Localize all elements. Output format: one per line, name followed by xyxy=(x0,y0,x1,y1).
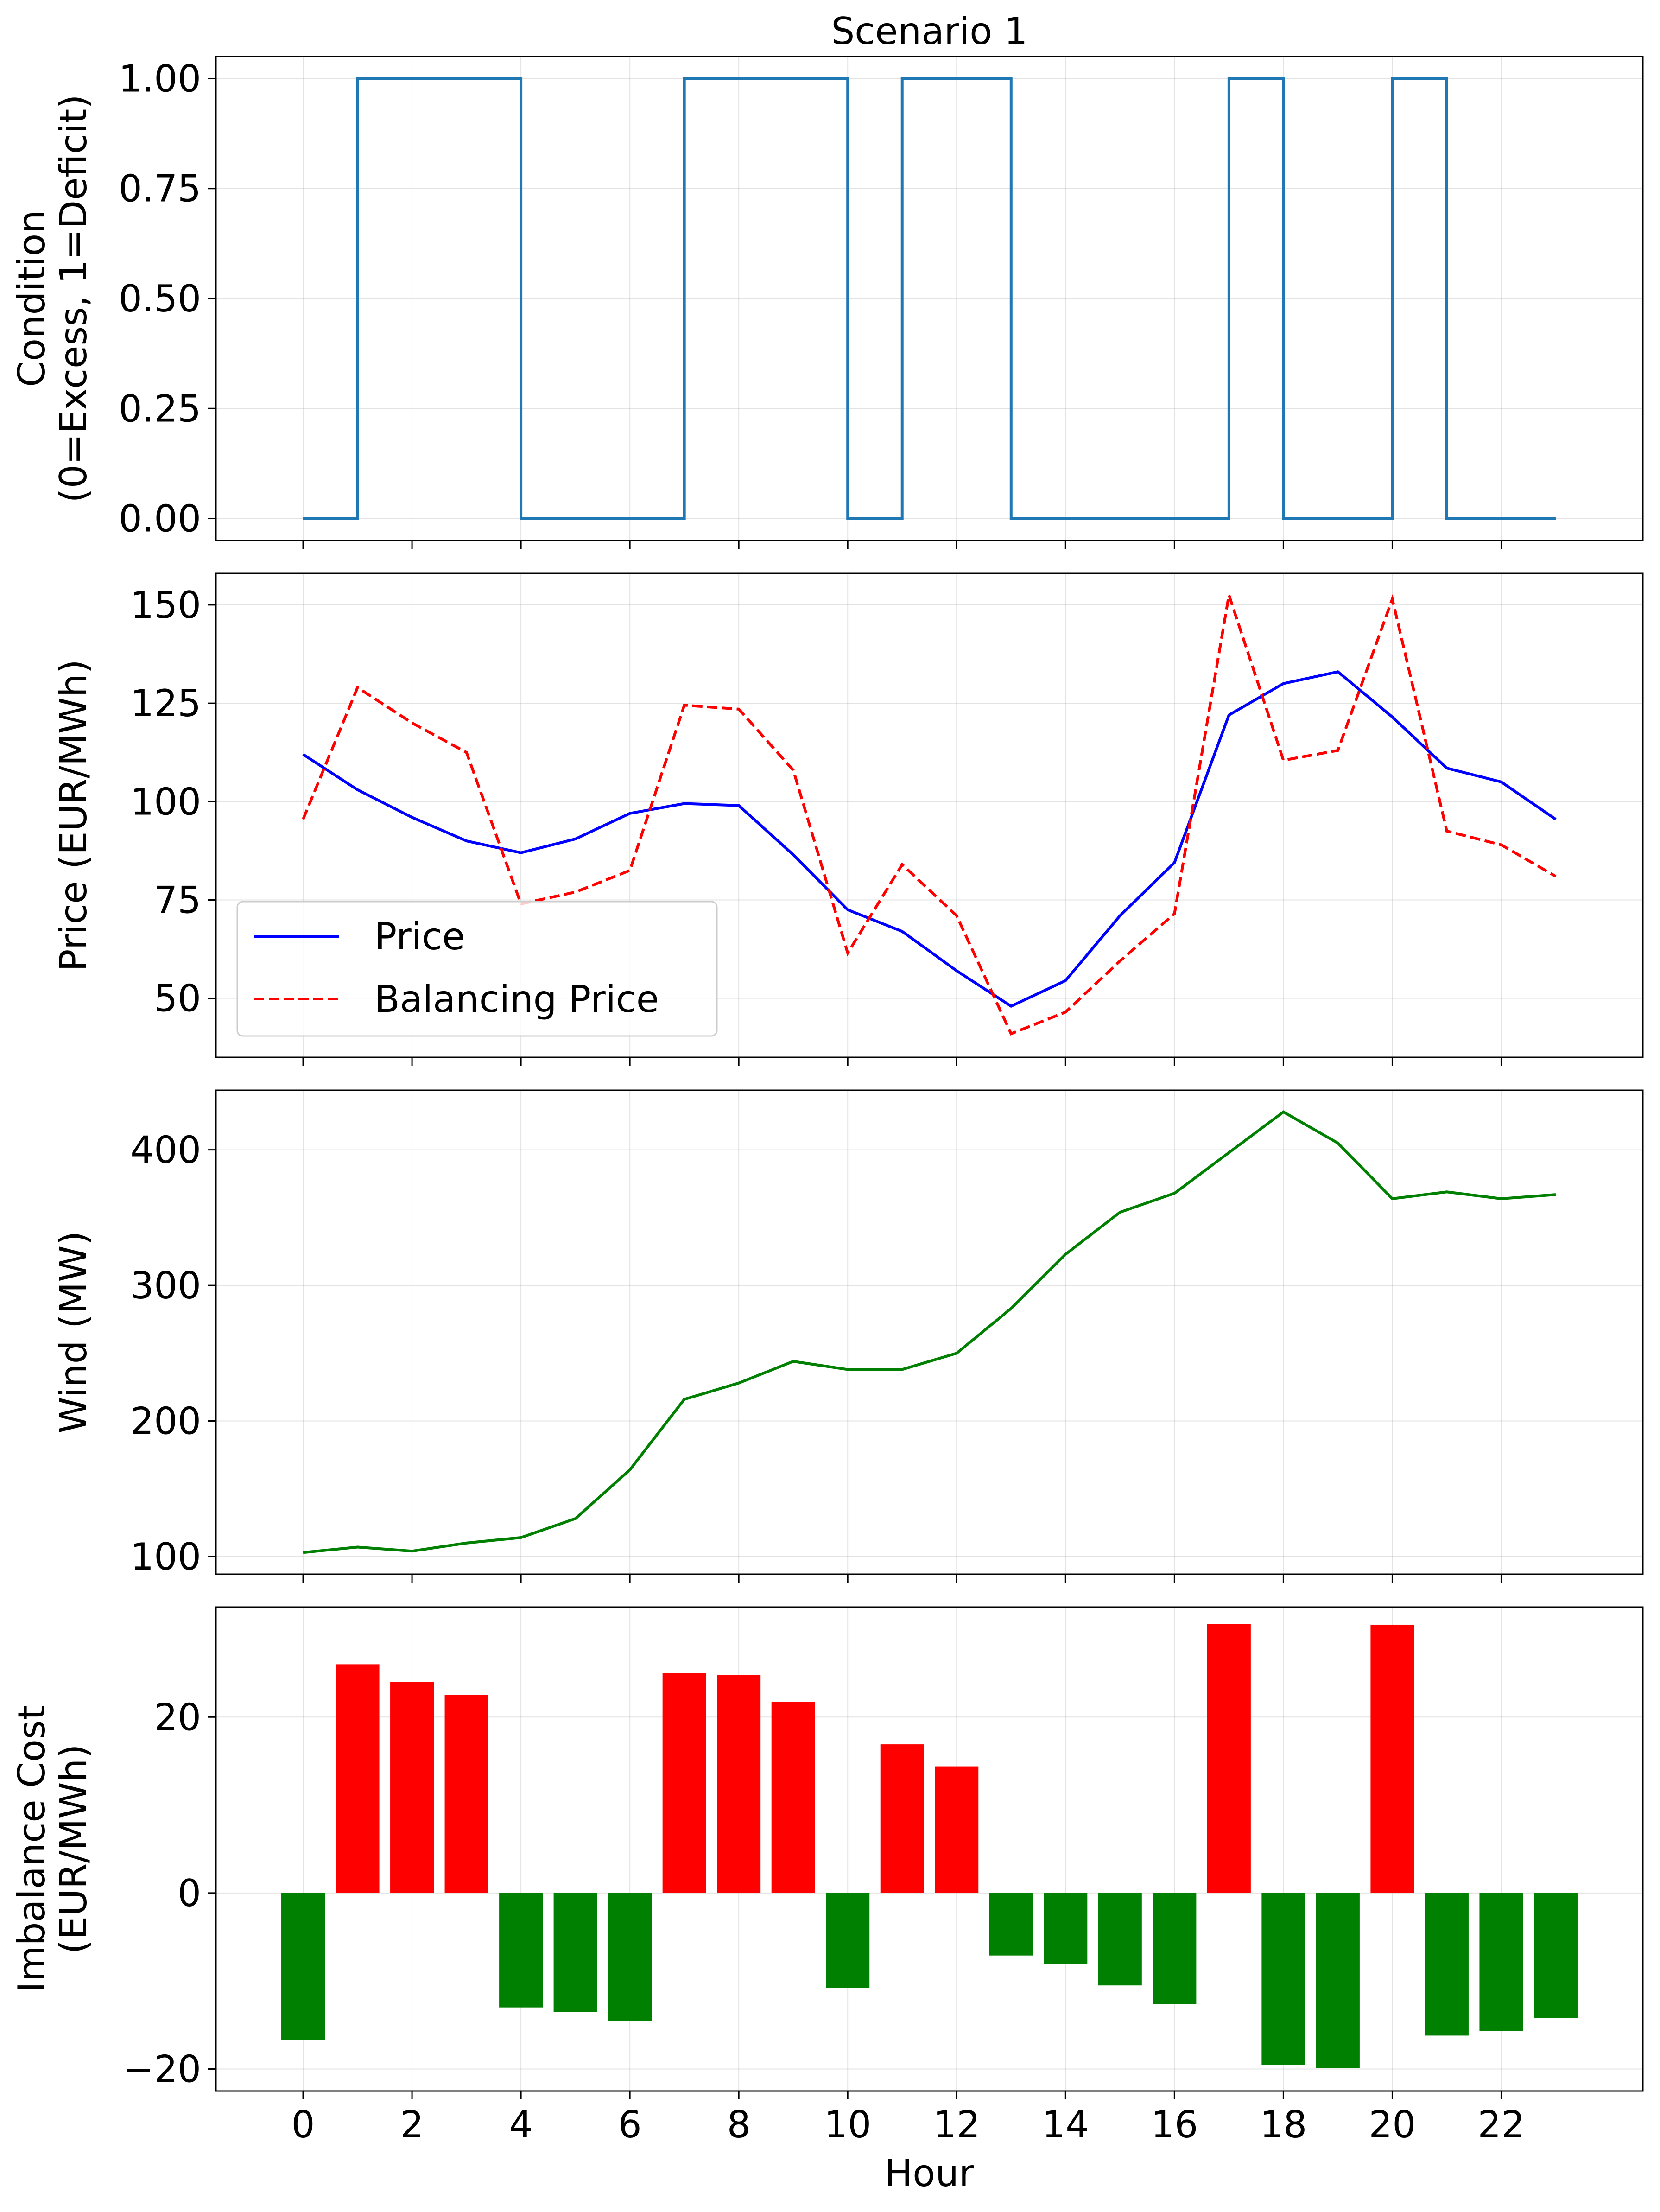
x-tick-label: 6 xyxy=(618,2103,642,2146)
imbalance-panel: −20 0 20 0 2 4 6 8 10 12 14 16 18 20 22 Imbalance Cos… xyxy=(10,1606,1644,2195)
imbalance-bar-hour-10 xyxy=(826,1893,870,1988)
imbalance-bar-hour-11 xyxy=(880,1744,924,1893)
imbalance-bar-hour-19 xyxy=(1316,1893,1360,2068)
x-tick-label: 8 xyxy=(727,2103,751,2146)
imbalance-bar-hour-6 xyxy=(608,1893,652,2021)
y-tick-label: 20 xyxy=(154,1696,201,1739)
price-series xyxy=(302,594,1557,1036)
imbalance-bar-hour-8 xyxy=(717,1675,761,1893)
imbalance-bar-hour-14 xyxy=(1044,1893,1088,1964)
imbalance-y-axis-label-line2: (EUR/MWh) xyxy=(52,1744,95,1954)
price-axes-frame xyxy=(215,572,1644,1058)
y-tick-label: 150 xyxy=(130,584,201,627)
imbalance-bar-hour-1 xyxy=(336,1664,380,1893)
imbalance-bar-hour-7 xyxy=(662,1673,706,1893)
condition-x-axis xyxy=(302,540,1502,549)
y-tick-label: 1.00 xyxy=(119,57,201,100)
y-tick-label: 100 xyxy=(130,1535,201,1578)
imbalance-bar-hour-2 xyxy=(390,1682,434,1893)
x-axis-label: Hour xyxy=(885,2152,974,2195)
imbalance-y-axis: −20 0 20 xyxy=(123,1696,216,2091)
imbalance-bar-hour-13 xyxy=(989,1893,1033,1956)
legend-balancing-price-label: Balancing Price xyxy=(374,978,659,1021)
imbalance-bar-hour-17 xyxy=(1207,1624,1251,1893)
chart-title: Scenario 1 xyxy=(831,10,1027,53)
imbalance-bar-hour-20 xyxy=(1370,1624,1414,1893)
wind-y-axis-label: Wind (MW) xyxy=(52,1231,95,1433)
imbalance-y-axis-label-line1: Imbalance Cost xyxy=(10,1705,53,1993)
y-tick-label: 125 xyxy=(130,682,201,725)
price-y-axis: 50 75 100 125 150 xyxy=(130,584,216,1020)
y-tick-label: 0 xyxy=(177,1872,201,1915)
x-tick-label: 22 xyxy=(1478,2103,1525,2146)
imbalance-x-axis: 0 2 4 6 8 10 12 14 16 18 20 22 xyxy=(291,2091,1525,2146)
condition-series xyxy=(303,77,1556,520)
price-x-axis xyxy=(302,1057,1502,1066)
x-tick-label: 4 xyxy=(509,2103,533,2146)
imbalance-bar-hour-12 xyxy=(935,1766,979,1893)
imbalance-bar-hour-0 xyxy=(281,1893,325,2040)
imbalance-bar-hour-4 xyxy=(499,1893,543,2008)
y-tick-label: 100 xyxy=(130,780,201,823)
imbalance-bar-hour-5 xyxy=(553,1893,597,2012)
condition-y-axis-label-line2: (0=Excess, 1=Deficit) xyxy=(52,95,95,503)
condition-y-axis: 0.00 0.25 0.50 0.75 1.00 xyxy=(119,57,216,540)
y-tick-label: −20 xyxy=(123,2048,201,2091)
condition-panel: 0.00 0.25 0.50 0.75 1.00 Scenario 1 Conditio… xyxy=(10,10,1644,549)
wind-x-axis xyxy=(302,1574,1502,1583)
x-tick-label: 12 xyxy=(933,2103,980,2146)
y-tick-label: 75 xyxy=(154,878,201,922)
imbalance-bar-hour-9 xyxy=(771,1702,815,1893)
price-line xyxy=(302,670,1557,1008)
wind-axes-frame xyxy=(215,1089,1644,1575)
imbalance-bar-hour-3 xyxy=(444,1695,488,1893)
y-tick-label: 50 xyxy=(154,977,201,1020)
x-tick-label: 18 xyxy=(1260,2103,1307,2146)
imbalance-bar-hour-23 xyxy=(1533,1893,1578,2018)
price-grid xyxy=(216,573,1643,1057)
x-tick-label: 16 xyxy=(1151,2103,1198,2146)
imbalance-bar-hour-15 xyxy=(1098,1893,1142,1986)
price-y-axis-label: Price (EUR/MWh) xyxy=(52,659,95,971)
y-tick-label: 0.25 xyxy=(119,387,201,430)
wind-panel: 100 200 300 400 Wind (MW) xyxy=(52,1089,1644,1583)
x-tick-label: 2 xyxy=(400,2103,424,2146)
y-tick-label: 0.00 xyxy=(119,497,201,540)
legend-price-label: Price xyxy=(374,915,465,958)
imbalance-axes-frame xyxy=(215,1606,1644,2092)
x-tick-label: 20 xyxy=(1369,2103,1416,2146)
series-0-line xyxy=(303,77,1556,520)
imbalance-bar-hour-22 xyxy=(1479,1893,1523,2031)
imbalance-bars xyxy=(281,1624,1578,2068)
y-tick-label: 0.50 xyxy=(119,277,201,320)
series-2-line xyxy=(303,1110,1556,1554)
legend-frame xyxy=(236,901,718,1037)
price-panel: 50 75 100 125 150 Price (EUR/MWh) Price Bala… xyxy=(52,572,1644,1066)
imbalance-bar-hour-18 xyxy=(1261,1893,1305,2065)
imbalance-bar-hour-21 xyxy=(1425,1893,1469,2036)
wind-series xyxy=(303,1110,1556,1554)
wind-y-axis: 100 200 300 400 xyxy=(130,1129,216,1578)
balancing-price-line xyxy=(302,594,1557,1036)
y-tick-label: 200 xyxy=(130,1400,201,1443)
price-legend: Price Balancing Price xyxy=(236,901,718,1037)
y-tick-label: 0.75 xyxy=(119,167,201,210)
x-tick-label: 14 xyxy=(1042,2103,1089,2146)
imbalance-bar-hour-16 xyxy=(1153,1893,1197,2004)
x-tick-label: 0 xyxy=(291,2103,315,2146)
x-tick-label: 10 xyxy=(824,2103,871,2146)
wind-grid xyxy=(216,1090,1643,1574)
y-tick-label: 400 xyxy=(130,1129,201,1172)
condition-y-axis-label-line1: Condition xyxy=(10,210,53,387)
y-tick-label: 300 xyxy=(130,1264,201,1307)
